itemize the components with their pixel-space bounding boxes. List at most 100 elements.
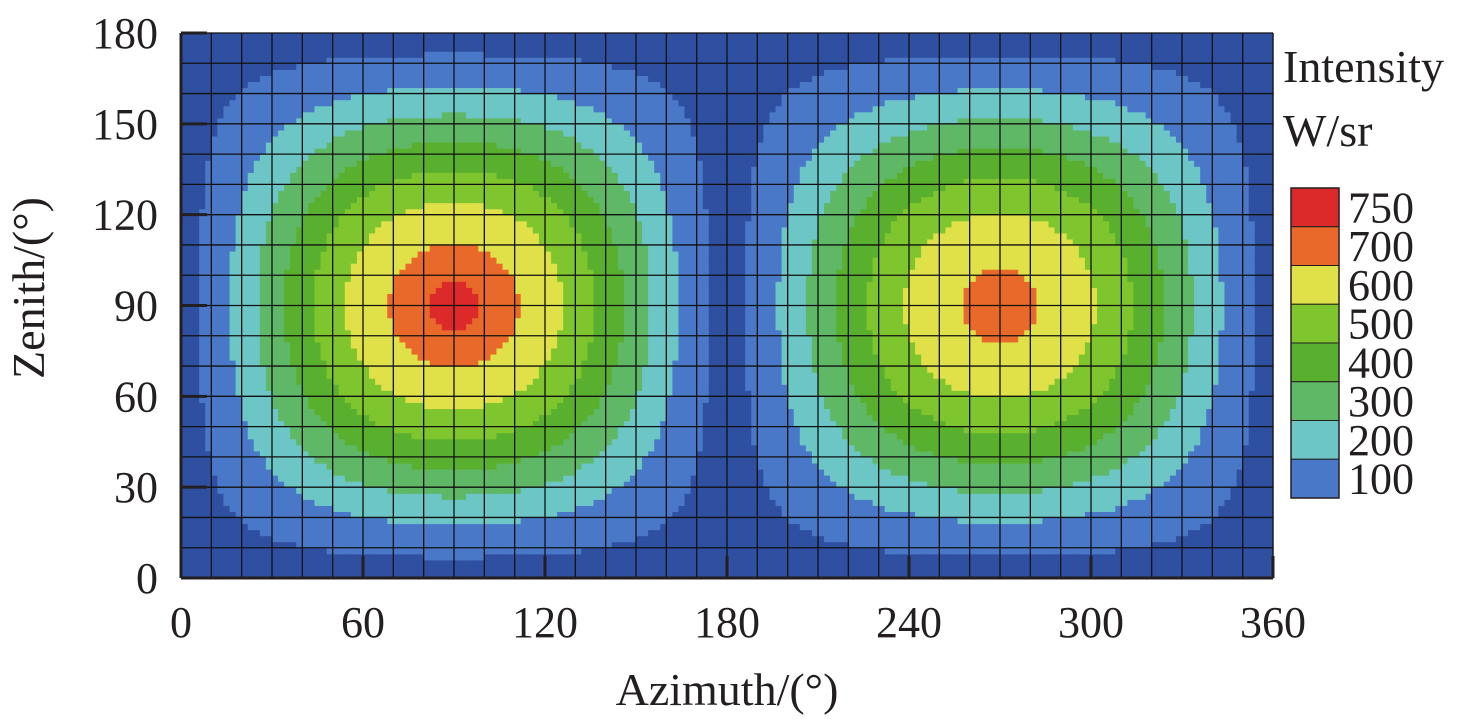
- contour-cell: [417, 293, 425, 301]
- contour-cell: [375, 366, 382, 373]
- contour-cell: [272, 475, 279, 482]
- contour-cell: [502, 565, 510, 573]
- contour-cell: [205, 293, 212, 301]
- contour-cell: [247, 232, 255, 240]
- contour-cell: [272, 269, 279, 276]
- contour-cell: [199, 378, 206, 385]
- contour-cell: [217, 475, 225, 482]
- contour-cell: [326, 275, 334, 282]
- contour-cell: [253, 317, 261, 325]
- contour-cell: [435, 299, 443, 307]
- contour-cell: [435, 469, 443, 476]
- contour-cell: [441, 154, 449, 161]
- contour-cell: [381, 69, 388, 76]
- contour-cell: [235, 87, 243, 95]
- contour-cell: [411, 135, 419, 143]
- contour-cell: [447, 69, 455, 76]
- contour-cell: [272, 51, 279, 58]
- contour-cell: [265, 390, 273, 397]
- contour-cell: [308, 450, 316, 458]
- contour-cell: [223, 450, 231, 458]
- contour-cell: [193, 51, 200, 58]
- contour-cell: [229, 172, 237, 179]
- contour-cell: [405, 232, 413, 240]
- contour-cell: [326, 87, 334, 95]
- contour-cell: [490, 39, 498, 46]
- contour-cell: [375, 208, 382, 216]
- contour-cell: [393, 263, 400, 270]
- contour-cell: [320, 293, 328, 301]
- contour-cell: [278, 281, 285, 288]
- contour-cell: [344, 214, 352, 222]
- contour-cell: [253, 87, 261, 95]
- contour-cell: [363, 402, 370, 410]
- contour-cell: [199, 535, 206, 543]
- contour-cell: [284, 184, 291, 192]
- contour-cell: [217, 87, 225, 95]
- contour-cell: [338, 341, 346, 349]
- contour-cell: [308, 311, 316, 319]
- contour-cell: [211, 571, 218, 579]
- contour-cell: [338, 99, 346, 107]
- contour-cell: [514, 481, 522, 488]
- contour-cell: [405, 408, 413, 416]
- contour-cell: [193, 444, 200, 452]
- contour-cell: [211, 81, 218, 89]
- contour-cell: [375, 335, 382, 343]
- contour-cell: [454, 214, 461, 222]
- contour-cell: [338, 269, 346, 276]
- contour-cell: [478, 148, 485, 155]
- contour-cell: [344, 238, 352, 246]
- contour-cell: [181, 299, 188, 307]
- contour-cell: [302, 105, 309, 113]
- contour-cell: [375, 353, 382, 361]
- contour-cell: [247, 426, 255, 434]
- contour-cell: [211, 378, 218, 385]
- contour-cell: [199, 523, 206, 531]
- contour-cell: [447, 396, 455, 403]
- contour-cell: [508, 378, 516, 385]
- contour-cell: [350, 529, 358, 537]
- contour-cell: [338, 372, 346, 379]
- contour-cell: [326, 414, 334, 422]
- contour-cell: [484, 154, 491, 161]
- contour-cell: [508, 384, 516, 391]
- contour-cell: [472, 148, 479, 155]
- contour-cell: [447, 384, 455, 391]
- contour-cell: [411, 287, 419, 294]
- contour-cell: [454, 571, 461, 579]
- contour-cell: [387, 105, 394, 113]
- contour-cell: [241, 444, 249, 452]
- contour-cell: [466, 135, 473, 143]
- contour-cell: [466, 335, 473, 343]
- contour-cell: [314, 111, 322, 119]
- contour-cell: [363, 220, 370, 228]
- contour-cell: [326, 105, 334, 113]
- contour-cell: [502, 232, 510, 240]
- contour-cell: [387, 178, 394, 185]
- contour-cell: [320, 553, 328, 561]
- contour-cell: [369, 571, 376, 579]
- contour-cell: [265, 529, 273, 537]
- contour-cell: [272, 135, 279, 143]
- contour-cell: [441, 269, 449, 276]
- contour-cell: [375, 565, 382, 573]
- contour-cell: [405, 178, 413, 185]
- contour-cell: [454, 402, 461, 410]
- contour-cell: [193, 456, 200, 464]
- contour-cell: [350, 571, 358, 579]
- contour-cell: [363, 493, 370, 500]
- contour-cell: [423, 487, 431, 494]
- contour-cell: [429, 559, 437, 567]
- contour-cell: [217, 432, 225, 440]
- contour-cell: [429, 238, 437, 246]
- contour-cell: [496, 305, 504, 313]
- contour-cell: [363, 160, 370, 167]
- contour-cell: [478, 341, 485, 349]
- contour-cell: [290, 299, 297, 307]
- contour-cell: [460, 360, 467, 367]
- contour-cell: [454, 93, 461, 101]
- contour-cell: [460, 414, 467, 422]
- contour-cell: [405, 160, 413, 167]
- contour-cell: [308, 360, 316, 367]
